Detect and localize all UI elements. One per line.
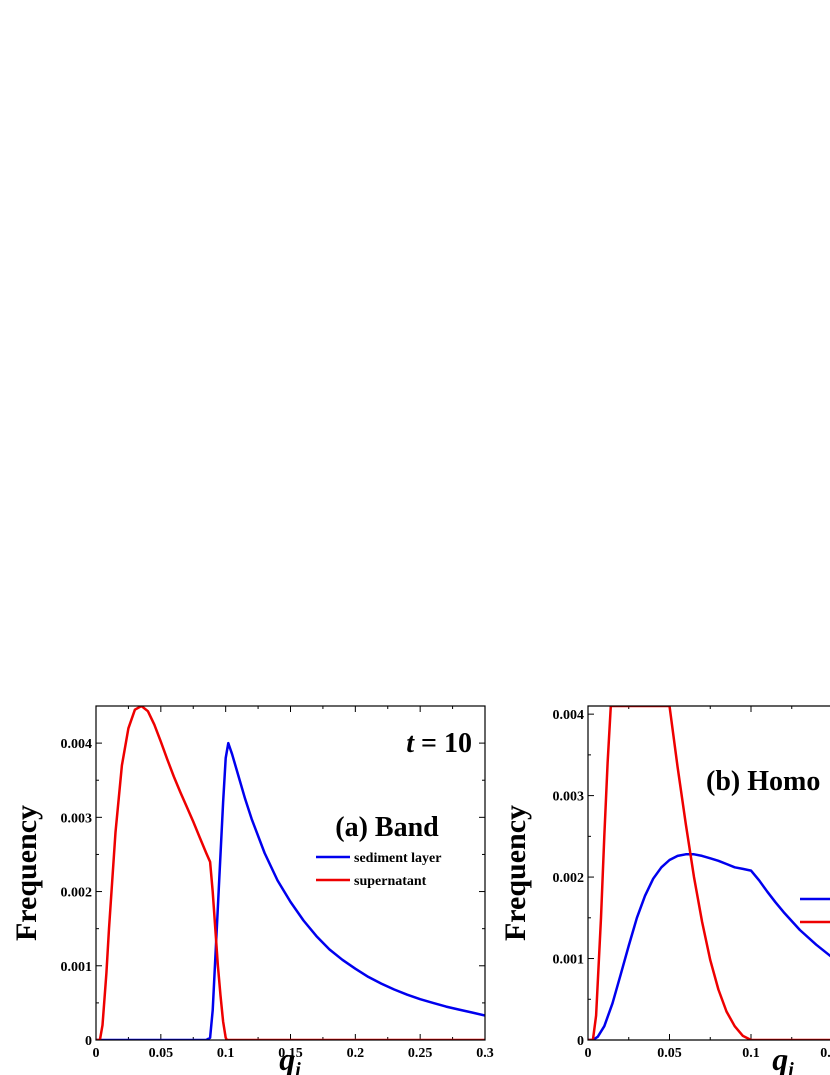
series-line-supernatant (96, 706, 485, 1040)
panel-b-y-axis-title: Frequency (499, 805, 532, 941)
panel-b-x-axis-title: qi (772, 1041, 794, 1075)
x-tick-label: 0 (585, 1046, 592, 1061)
panel-b-plot-frame (587, 705, 830, 1041)
legend-label-sediment-layer: sediment layer (354, 851, 441, 866)
panel-a-tick-labels: 0 0.05 0.1 0.15 0.2 0.25 0.3 0 0.001 0.002 0.003 0.… (61, 737, 494, 1061)
panel-a-band: 0 0.05 0.1 0.15 0.2 0.25 0.3 0 0.001 0.002 0.003 0.… (10, 705, 494, 1075)
legend-label-supernatant: supernatant (354, 874, 427, 889)
y-tick-label: 0.004 (61, 737, 93, 752)
panel-a-series (96, 706, 485, 1040)
y-tick-label: 0.003 (61, 811, 93, 826)
x-tick-label: 0.1 (217, 1046, 235, 1061)
panel-a-plot-frame (95, 705, 486, 1041)
y-tick-label: 0.002 (61, 886, 93, 901)
y-tick-label: 0.002 (553, 871, 585, 886)
panel-b-label: (b) Homo (706, 766, 820, 797)
panel-a-x-axis-title: qi (279, 1041, 301, 1075)
panel-a-x-axis-var: q (279, 1041, 295, 1075)
y-tick-label: 0 (577, 1034, 584, 1049)
series-line-sediment-layer (96, 741, 485, 1040)
panel-b-series (588, 706, 830, 1040)
x-tick-label: 0 (93, 1046, 100, 1061)
panel-a-y-axis-title: Frequency (10, 805, 43, 941)
series-line-blue (588, 853, 830, 1040)
x-tick-label: 0.05 (657, 1046, 682, 1061)
x-tick-label: 0.05 (149, 1046, 174, 1061)
y-tick-label: 0.001 (61, 960, 93, 975)
y-tick-label: 0 (85, 1034, 92, 1049)
x-tick-label: 0.3 (476, 1046, 494, 1061)
y-tick-label: 0.004 (553, 708, 585, 723)
panel-a-label: (a) Band (335, 812, 439, 843)
x-tick-label: 0.2 (347, 1046, 365, 1061)
panel-a-x-axis-sub: i (295, 1059, 301, 1075)
y-tick-label: 0.003 (553, 790, 585, 805)
x-tick-label: 0.15 (278, 1046, 303, 1061)
panel-b-x-axis-var: q (772, 1041, 788, 1075)
panel-b-ticks (587, 706, 793, 1041)
panel-b-tick-labels: 0 0.05 0.1 0.15 0 0.001 0.002 0.003 0.004 (553, 708, 830, 1061)
x-tick-label: 0.1 (742, 1046, 760, 1061)
x-tick-label: 0.15 (820, 1046, 830, 1061)
panel-a-legend: sediment layer supernatant (316, 851, 441, 889)
y-tick-label: 0.001 (553, 953, 585, 968)
panel-b-legend (800, 897, 830, 924)
panel-a-time-annotation: t = 10 (406, 728, 472, 759)
panel-b-homo: 0 0.05 0.1 0.15 0 0.001 0.002 0.003 0.004 Freque… (499, 705, 830, 1075)
x-tick-label: 0.25 (408, 1046, 433, 1061)
panel-b-x-axis-sub: i (788, 1059, 794, 1075)
series-line-red (588, 706, 830, 1040)
